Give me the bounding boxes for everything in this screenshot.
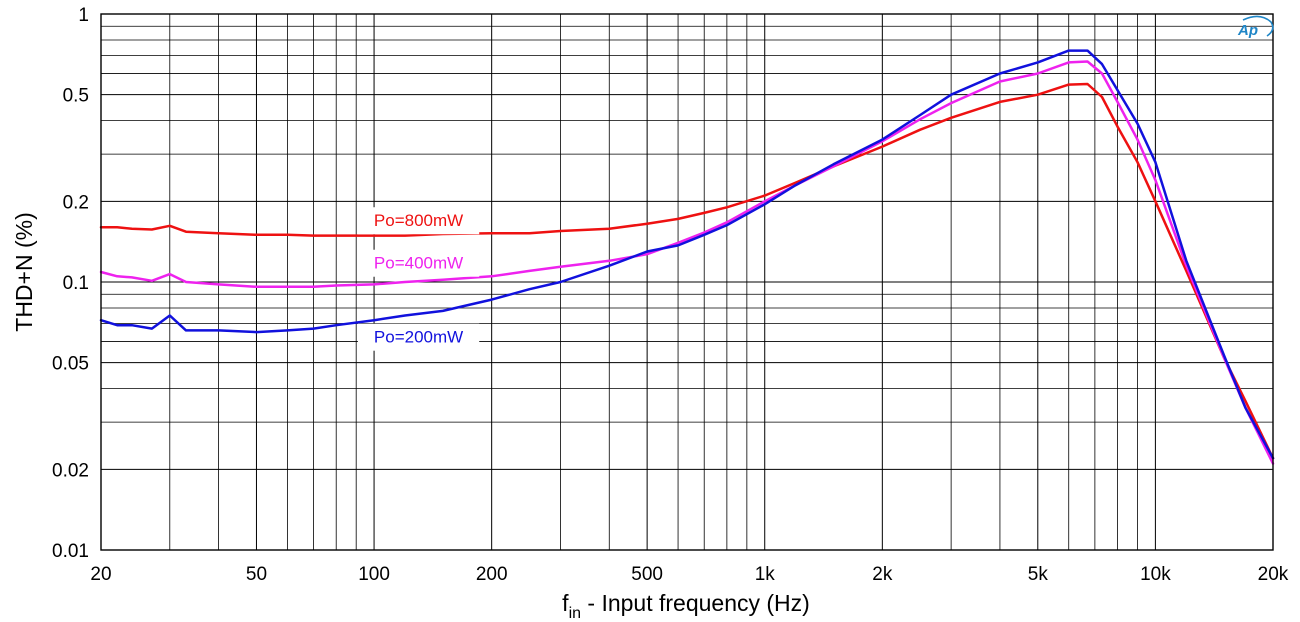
series-label-background: [357, 323, 480, 351]
y-tick-label: 0.1: [63, 273, 89, 294]
major-grid: [100, 13, 1274, 551]
x-tick-label: 10k: [1140, 564, 1171, 585]
series-label-text: Po=800mW: [374, 211, 463, 230]
x-axis-title-subscript: in: [569, 605, 581, 622]
y-tick-label: 0.2: [63, 192, 89, 213]
series-label: Po=400mW: [357, 249, 480, 277]
x-tick-label: 20: [90, 564, 111, 585]
series-line-po-400mw: [99, 60, 1275, 465]
series-label-text: Po=400mW: [374, 254, 463, 273]
x-tick-label: 500: [631, 564, 663, 585]
x-tick-label: 5k: [1028, 564, 1049, 585]
y-tick-labels: 0.01 0.02 0.05 0.1 0.2 0.5 1: [52, 5, 89, 562]
ap-logo: Ap: [1237, 15, 1274, 39]
series-line-po-800mw: [99, 82, 1275, 460]
series-label-background: [357, 249, 480, 277]
x-tick-label: 50: [246, 564, 267, 585]
x-tick-label: 200: [476, 564, 508, 585]
y-tick-label: 0.01: [52, 541, 89, 562]
x-tick-label: 1k: [755, 564, 776, 585]
series-label-background: [357, 207, 480, 235]
series-label-text: Po=200mW: [374, 328, 463, 347]
x-tick-labels: 20 50 100 200 500 1k 2k 5k 10k 20k: [90, 564, 1288, 585]
series-line-po-200mw: [99, 49, 1275, 460]
series-label: Po=200mW: [357, 323, 480, 351]
y-tick-label: 0.5: [63, 86, 89, 107]
series-lines: [99, 49, 1275, 465]
x-tick-label: 20k: [1258, 564, 1289, 585]
y-tick-label: 0.02: [52, 460, 89, 481]
series-label: Po=800mW: [357, 207, 480, 235]
x-axis-title-main: f: [562, 590, 569, 616]
x-axis-title: fin - Input frequency (Hz): [562, 590, 810, 622]
ap-logo-text: Ap: [1237, 22, 1258, 39]
y-tick-label: 1: [78, 5, 89, 26]
x-tick-label: 100: [358, 564, 390, 585]
y-tick-label: 0.05: [52, 354, 89, 375]
y-axis-title: THD+N (%): [11, 212, 37, 331]
x-axis-title-rest: - Input frequency (Hz): [581, 590, 810, 616]
series-labels: Po=800mW Po=400mW Po=200mW: [357, 207, 480, 351]
plot-frame: [100, 13, 1274, 551]
x-tick-label: 2k: [872, 564, 893, 585]
